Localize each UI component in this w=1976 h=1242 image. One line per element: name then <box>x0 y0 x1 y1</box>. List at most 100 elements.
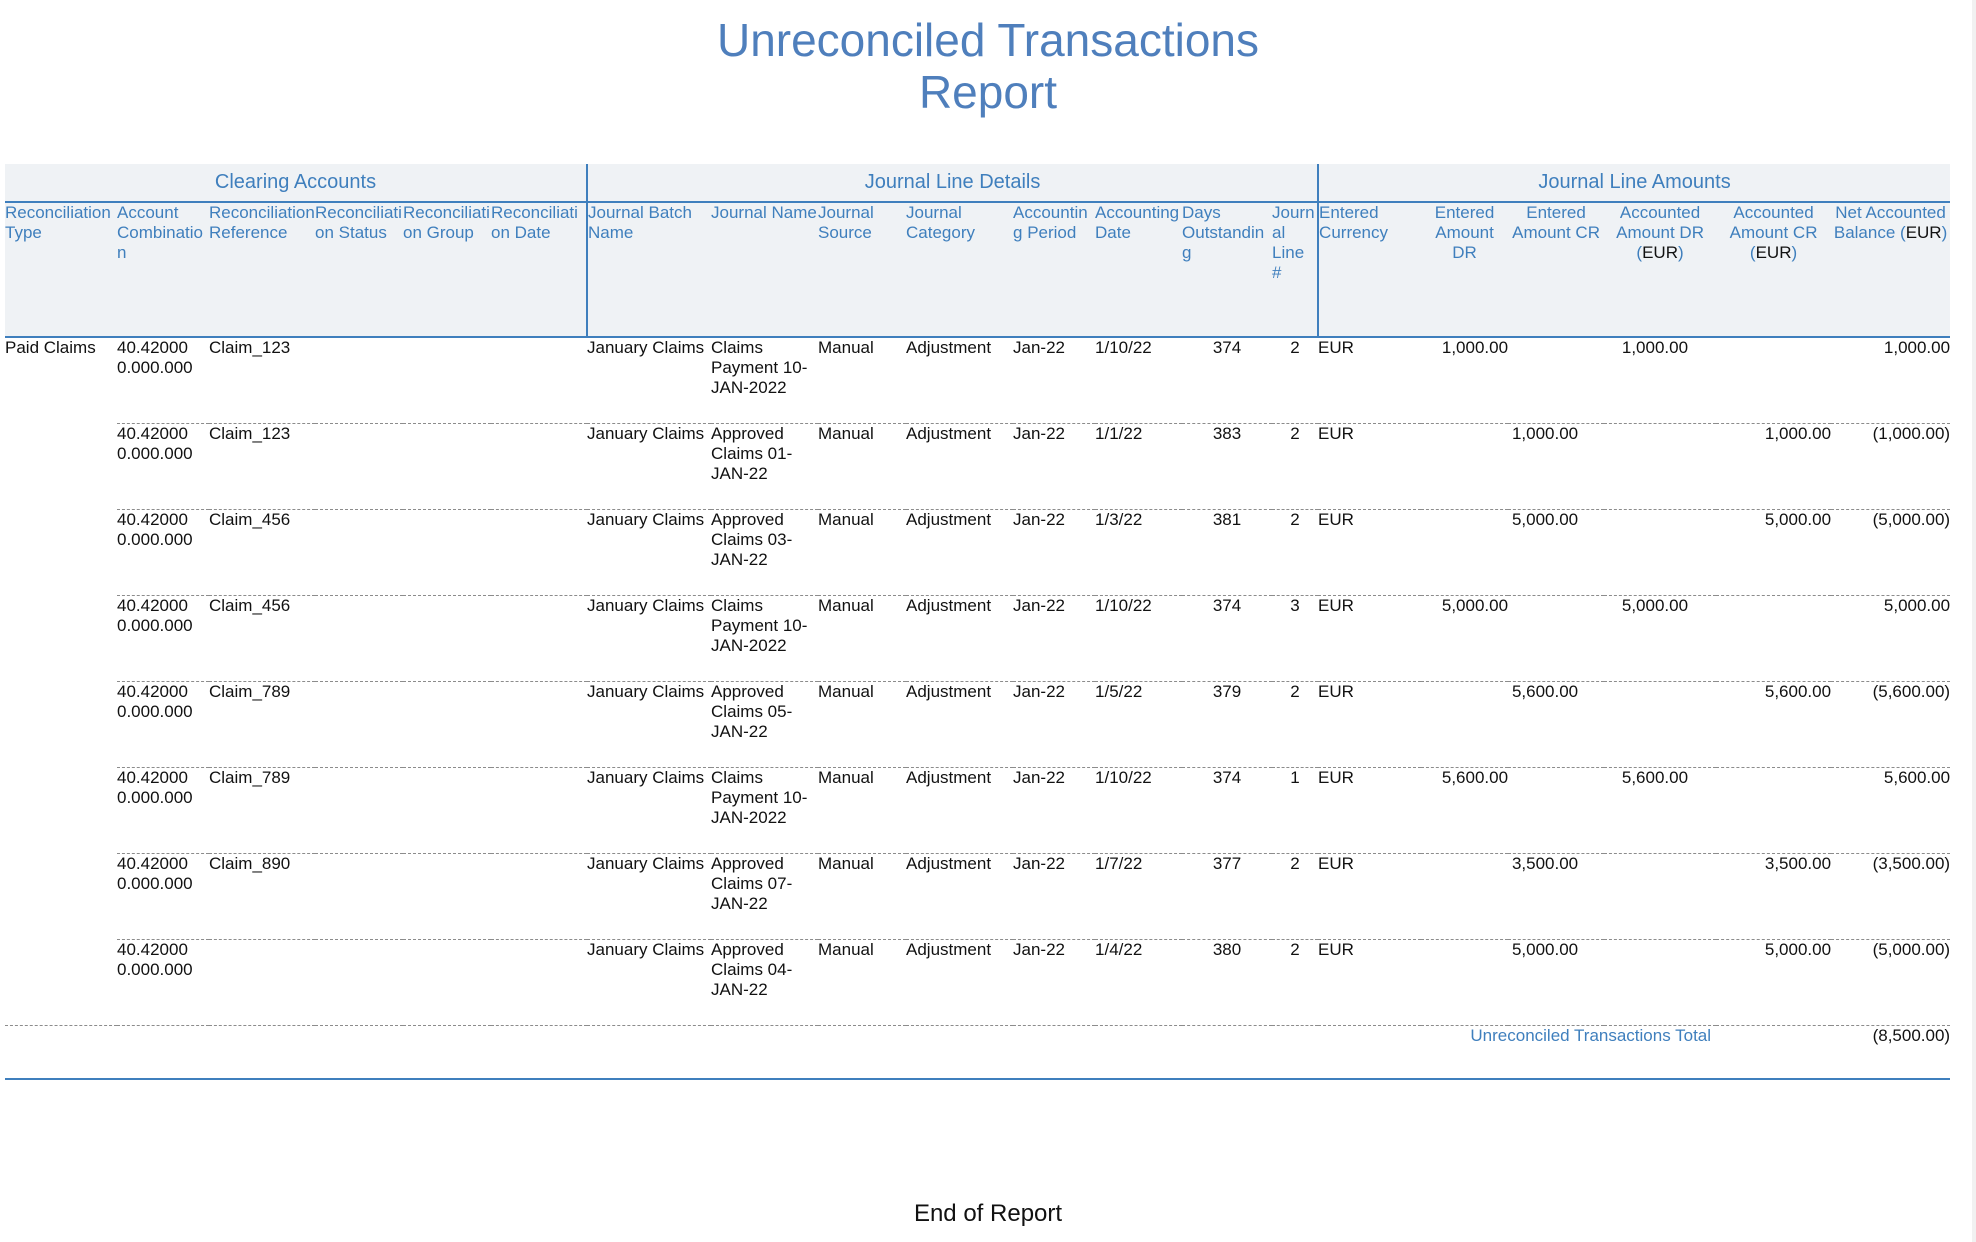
cell-currency: EUR <box>1318 939 1422 1026</box>
cell-category: Adjustment <box>906 423 1014 510</box>
report-title-line1: Unreconciled Transactions <box>716 14 1260 66</box>
cell-category: Adjustment <box>906 681 1014 768</box>
cell-line: 1 <box>1272 767 1319 854</box>
col-header-journal-batch-name: Journal Batch Name <box>586 202 712 338</box>
cell-status <box>315 681 403 768</box>
cell-date <box>491 509 588 596</box>
end-of-report: End of Report <box>913 1200 1063 1227</box>
cell-account: 40.42000 0.000.000 <box>117 338 193 377</box>
cell-acct-date: 1/3/22 <box>1095 509 1183 596</box>
cell-reference: Claim_123 <box>209 338 291 357</box>
cell-entered-dr <box>1421 939 1509 1026</box>
cell-net: 5,000.00 <box>1831 595 1951 682</box>
cell-entered-cr <box>1508 595 1605 682</box>
cell-status <box>315 767 403 854</box>
col-header-label: Entered Currency <box>1319 203 1389 242</box>
col-header-accounting-date: Accounting Date <box>1095 202 1183 338</box>
cell-rec-type <box>5 768 117 854</box>
cell-acct-cr <box>1716 595 1832 682</box>
cell-entered-dr <box>1421 509 1509 596</box>
cell-group <box>403 337 491 424</box>
total-spacer <box>5 1025 1319 1080</box>
col-header-label: Accounting Date <box>1095 203 1180 242</box>
report-table: Clearing Accounts Journal Line Details J… <box>5 164 1951 1080</box>
cell-entered-cr <box>1508 337 1604 424</box>
cell-batch: January Claims <box>587 423 712 510</box>
col-header-label: Accounted Amount CR <box>1729 203 1818 242</box>
cell-entered-dr <box>1421 423 1509 510</box>
cell-source: Manual <box>818 338 874 357</box>
col-header-label: Account Combination <box>117 203 203 262</box>
cell-acct-dr: 5,000.00 <box>1604 595 1717 682</box>
col-header-days-outstanding: Days Outstanding <box>1182 202 1273 338</box>
col-header-reconciliation-group: Reconciliation Group <box>403 202 491 338</box>
cell-status <box>315 337 403 424</box>
scrollbar-track[interactable] <box>1972 0 1976 1242</box>
cell-date <box>491 681 588 768</box>
cell-acct-dr: 5,600.00 <box>1604 767 1717 854</box>
cell-period: Jan-22 <box>1013 595 1096 682</box>
cell-source: Manual <box>818 767 907 854</box>
cell-journal-name: Claims Payment 10-JAN-2022 <box>711 338 808 397</box>
cell-acct-dr <box>1604 939 1717 1026</box>
col-header-label: Journal Name <box>711 203 817 222</box>
cell-rec-type <box>5 682 117 768</box>
cell-status <box>315 853 403 940</box>
cell-currency: EUR <box>1318 595 1422 682</box>
cell-acct-dr <box>1604 681 1717 768</box>
cell-rec-type <box>5 854 117 940</box>
cell-reference: Claim_789 <box>209 767 315 854</box>
cell-account: 40.42000 0.000.000 <box>117 681 209 768</box>
report-title-line2: Report <box>918 66 1058 118</box>
cell-entered-cr: 5,000.00 <box>1508 939 1605 1026</box>
group-header-clearing-accounts: Clearing Accounts <box>5 164 588 203</box>
col-header-label: Reconciliation Type <box>5 203 111 242</box>
cell-batch: January Claims <box>587 595 712 682</box>
cell-entered-cr <box>1508 767 1605 854</box>
cell-batch: January Claims <box>587 939 712 1026</box>
cell-category: Adjustment <box>906 595 1014 682</box>
col-header-label: Reconciliation Date <box>491 203 578 242</box>
cell-acct-date: 1/4/22 <box>1095 939 1183 1026</box>
col-header-accounted-amount-dr: Accounted Amount DR (EUR) <box>1604 202 1717 338</box>
cell-account: 40.42000 0.000.000 <box>117 853 209 940</box>
cell-days: 380 <box>1182 939 1273 1026</box>
cell-group <box>403 509 491 596</box>
cell-reference: Claim_789 <box>209 681 315 768</box>
table-row: 40.42000 0.000.000 Claim_456 January Claim… <box>5 595 1951 682</box>
cell-net: 1,000.00 <box>1883 338 1951 357</box>
cell-batch: January Claims <box>587 509 712 596</box>
cell-entered-cr: 1,000.00 <box>1508 423 1605 510</box>
cell-acct-cr: 3,500.00 <box>1716 853 1832 940</box>
col-header-label: Entered Amount CR <box>1512 203 1600 242</box>
cell-category: Adjustment <box>906 853 1014 940</box>
cell-account: 40.42000 0.000.000 <box>117 767 209 854</box>
col-header-label: Entered Amount DR <box>1434 203 1495 262</box>
col-header-journal-source: Journal Source <box>818 202 907 338</box>
cell-days: 374 <box>1182 595 1273 682</box>
col-header-reconciliation-reference: Reconciliation Reference <box>209 202 315 338</box>
col-header-currency: EUR <box>1642 243 1678 262</box>
col-header-label: Journal Line # <box>1272 203 1315 282</box>
cell-batch: January Claims <box>587 681 712 768</box>
cell-acct-date: 1/10/22 <box>1095 338 1152 357</box>
col-header-journal-category: Journal Category <box>906 202 1014 338</box>
cell-rec-type: Paid Claims <box>5 338 96 357</box>
cell-acct-date: 1/10/22 <box>1095 767 1183 854</box>
col-header-entered-amount-dr: Entered Amount DR <box>1421 202 1509 338</box>
cell-journal-name: Approved Claims 01-JAN-22 <box>711 423 819 510</box>
cell-line: 2 <box>1272 423 1319 510</box>
cell-journal-name: Claims Payment 10-JAN-2022 <box>711 595 819 682</box>
report-title: Unreconciled Transactions Report <box>0 14 1976 118</box>
col-header-label: Net Accounted Balance <box>1833 203 1946 242</box>
col-header-reconciliation-type: Reconciliation Type <box>5 202 117 338</box>
cell-rec-type <box>5 424 117 510</box>
cell-reference: Claim_456 <box>209 509 315 596</box>
cell-journal-name: Approved Claims 03-JAN-22 <box>711 509 819 596</box>
cell-date <box>491 337 587 424</box>
cell-batch: January Claims <box>587 853 712 940</box>
cell-account: 40.42000 0.000.000 <box>117 509 209 596</box>
cell-source: Manual <box>818 423 907 510</box>
cell-entered-dr <box>1421 681 1509 768</box>
cell-group <box>403 853 491 940</box>
